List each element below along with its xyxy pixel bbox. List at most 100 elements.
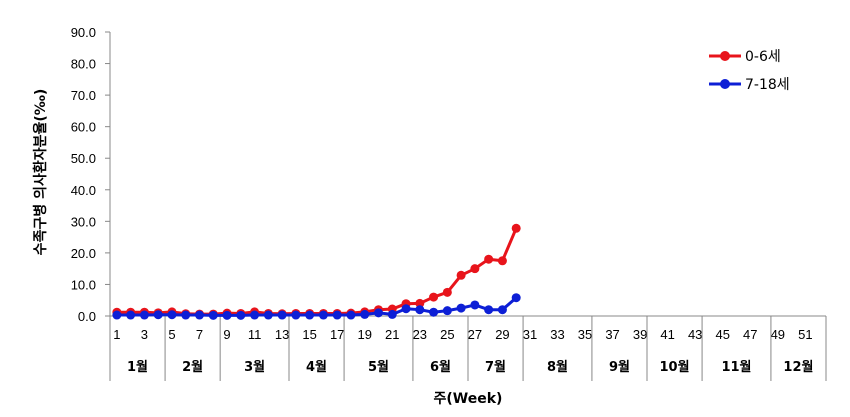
legend-label-0: 0-6세 (745, 49, 781, 65)
month-label: 8월 (547, 359, 568, 375)
legend-marker-1 (720, 79, 730, 89)
data-point (236, 310, 246, 320)
month-label: 6월 (430, 359, 451, 375)
data-point (456, 270, 466, 280)
y-tick-label: 60.0 (71, 120, 96, 135)
y-tick-labels: 0.0 10.0 20.0 30.0 40.0 50.0 60.0 70.0 80.0 90.0 (71, 25, 110, 324)
x-tick-label: 29 (495, 327, 509, 342)
series-group (112, 223, 521, 320)
legend-marker-0 (720, 51, 730, 61)
data-point (484, 254, 494, 264)
data-point (112, 310, 122, 320)
data-point (429, 292, 439, 302)
x-tick-label: 31 (523, 327, 537, 342)
month-label: 4월 (306, 359, 327, 375)
x-tick-label: 25 (440, 327, 454, 342)
data-point (346, 310, 356, 320)
data-point (263, 310, 273, 320)
data-point (401, 304, 411, 314)
x-axis-title: 주(Week) (434, 391, 503, 407)
y-tick-label: 0.0 (78, 309, 96, 324)
data-point (250, 310, 260, 320)
x-tick-label: 3 (141, 327, 148, 342)
month-label: 9월 (609, 359, 630, 375)
y-tick-label: 10.0 (71, 277, 96, 292)
data-point (511, 223, 521, 233)
data-point (497, 256, 507, 266)
data-point (153, 310, 163, 320)
x-tick-label: 23 (413, 327, 427, 342)
month-label: 12월 (783, 359, 813, 375)
data-point (277, 310, 287, 320)
data-point (511, 293, 521, 303)
data-point (222, 310, 232, 320)
y-tick-label: 90.0 (71, 25, 96, 40)
x-tick-label: 45 (715, 327, 729, 342)
x-tick-labels: 1 3 5 7 9 11 13 15 17 19 21 23 25 27 29 31 33 35 37 39 41 43 4… (113, 327, 812, 342)
data-point (415, 298, 425, 308)
x-tick-label: 7 (196, 327, 203, 342)
x-tick-label: 49 (771, 327, 785, 342)
legend-label-1: 7-18세 (745, 77, 790, 93)
data-point (195, 310, 204, 320)
month-label: 1월 (127, 359, 148, 375)
x-tick-label: 15 (302, 327, 316, 342)
x-tick-label: 5 (168, 327, 175, 342)
series-line-0 (116, 227, 518, 316)
data-point (167, 310, 177, 320)
y-tick-label: 70.0 (71, 88, 96, 103)
legend: 0-6세 7-18세 (709, 49, 790, 93)
data-point (208, 310, 218, 320)
month-label: 2월 (182, 359, 203, 375)
month-label: 5월 (368, 359, 389, 375)
x-tick-label: 13 (275, 327, 289, 342)
x-tick-label: 17 (330, 327, 344, 342)
x-tick-label: 35 (578, 327, 592, 342)
y-tick-label: 30.0 (71, 214, 96, 229)
data-point (470, 300, 480, 310)
data-point (374, 308, 383, 318)
data-point (429, 307, 439, 317)
data-point (139, 310, 149, 320)
y-axis-title: 수족구병 의사환자분율(‰) (32, 89, 49, 256)
data-point (305, 310, 315, 320)
x-tick-label: 37 (605, 327, 619, 342)
data-point (318, 310, 328, 320)
data-point (291, 310, 301, 320)
data-point (415, 305, 425, 315)
x-tick-label: 39 (633, 327, 647, 342)
x-tick-label: 9 (223, 327, 230, 342)
y-tick-label: 20.0 (71, 246, 96, 261)
data-point (126, 310, 136, 320)
x-tick-label: 33 (550, 327, 564, 342)
x-tick-label: 41 (660, 327, 674, 342)
data-point (442, 306, 452, 316)
x-tick-label: 1 (113, 327, 120, 342)
data-point (470, 264, 480, 274)
x-tick-label: 27 (468, 327, 482, 342)
y-tick-label: 50.0 (71, 151, 96, 166)
data-point (497, 305, 507, 315)
y-tick-label: 80.0 (71, 57, 96, 72)
x-tick-label: 51 (798, 327, 812, 342)
x-tick-label: 47 (743, 327, 757, 342)
x-tick-label: 43 (688, 327, 702, 342)
month-label: 3월 (244, 359, 265, 375)
data-point (332, 310, 342, 320)
month-labels: 1월 2월 3월 4월 5월 6월 7월 8월 9월 10월 11월 12월 (127, 316, 827, 381)
y-tick-label: 40.0 (71, 183, 96, 198)
month-label: 7월 (485, 359, 506, 375)
data-point (456, 303, 466, 313)
x-tick-label: 11 (248, 327, 262, 342)
data-point (484, 305, 494, 315)
x-tick-label: 21 (385, 327, 399, 342)
month-label: 11월 (721, 359, 751, 375)
data-point (442, 287, 452, 297)
month-label: 10월 (660, 359, 690, 375)
x-tick-label: 19 (357, 327, 371, 342)
data-point (360, 309, 370, 319)
data-point (181, 310, 191, 320)
data-point (387, 309, 397, 319)
